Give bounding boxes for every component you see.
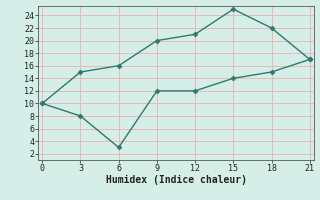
X-axis label: Humidex (Indice chaleur): Humidex (Indice chaleur) [106, 175, 246, 185]
